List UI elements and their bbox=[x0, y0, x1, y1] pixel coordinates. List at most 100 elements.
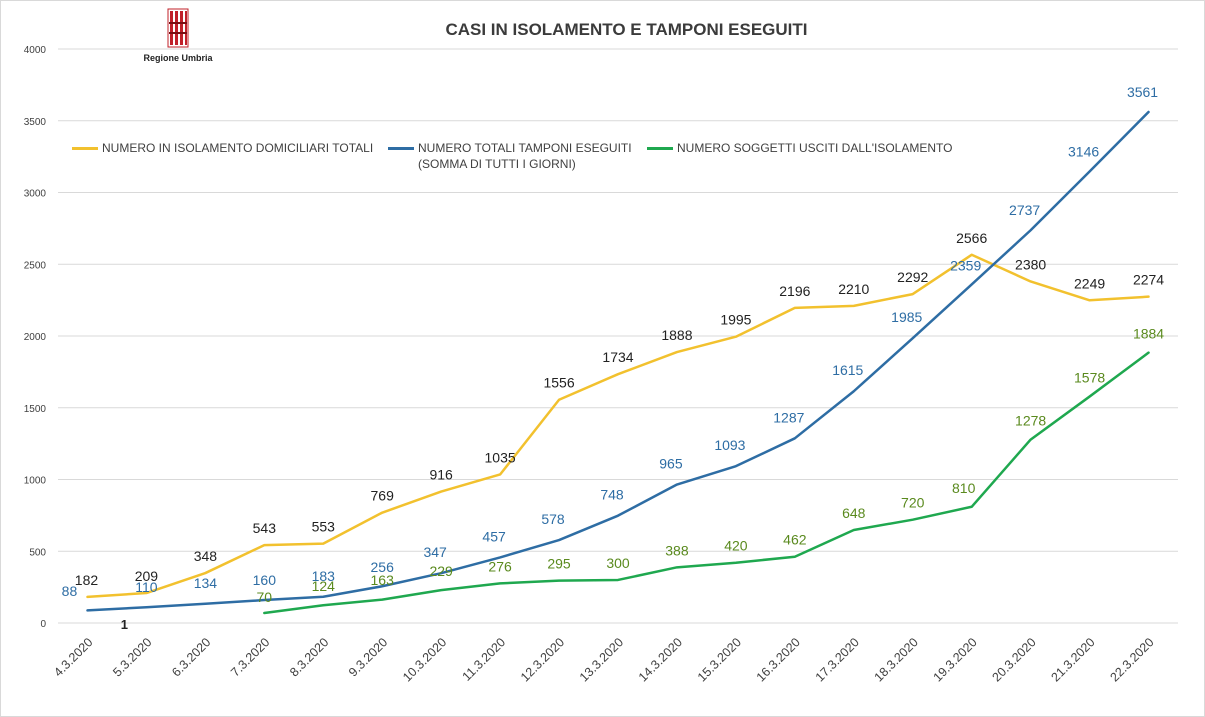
y-tick-label: 1500 bbox=[24, 404, 47, 415]
logo: Regione Umbria bbox=[138, 8, 218, 63]
series-line-0 bbox=[86, 253, 1150, 599]
legend-label-line2: (SOMMA DI TUTTI I GIORNI) bbox=[418, 157, 576, 171]
data-label: 2196 bbox=[779, 283, 810, 299]
data-label: 2210 bbox=[838, 281, 869, 297]
y-tick-label: 3500 bbox=[24, 117, 47, 128]
data-label: 209 bbox=[135, 568, 159, 584]
data-label: 1734 bbox=[602, 349, 633, 365]
regione-umbria-crest-icon bbox=[167, 8, 189, 48]
series-line-1 bbox=[86, 110, 1150, 612]
data-label: 1556 bbox=[543, 375, 574, 391]
data-label: 347 bbox=[423, 544, 447, 560]
y-tick-label: 500 bbox=[29, 547, 46, 558]
data-label: 110 bbox=[135, 579, 158, 595]
data-label: 1615 bbox=[832, 362, 863, 378]
y-tick-label: 3000 bbox=[24, 189, 47, 200]
x-tick-label: 5.3.2020 bbox=[110, 635, 154, 679]
y-tick-label: 0 bbox=[40, 619, 46, 630]
data-label: 543 bbox=[253, 520, 277, 536]
data-label: 276 bbox=[488, 558, 512, 574]
data-label: 810 bbox=[952, 480, 976, 496]
data-label: 2292 bbox=[897, 269, 928, 285]
y-tick-label: 4000 bbox=[24, 45, 47, 56]
x-tick-label: 6.3.2020 bbox=[169, 635, 213, 679]
data-label: 1278 bbox=[1015, 413, 1046, 429]
data-label: 134 bbox=[194, 575, 218, 591]
x-tick-label: 21.3.2020 bbox=[1048, 635, 1097, 684]
x-tick-label: 9.3.2020 bbox=[346, 635, 390, 679]
x-tick-label: 22.3.2020 bbox=[1107, 635, 1156, 684]
data-label: 1884 bbox=[1133, 326, 1164, 342]
data-label: 229 bbox=[429, 563, 453, 579]
data-label: 182 bbox=[75, 572, 99, 588]
legend-item-isolamento: NUMERO IN ISOLAMENTO DOMICILIARI TOTALI bbox=[72, 140, 373, 156]
legend-item-usciti: NUMERO SOGGETTI USCITI DALL'ISOLAMENTO bbox=[647, 140, 952, 156]
data-label: 295 bbox=[547, 556, 571, 572]
x-tick-label: 15.3.2020 bbox=[695, 635, 744, 684]
data-label: 553 bbox=[312, 519, 336, 535]
data-label: 2566 bbox=[956, 230, 987, 246]
data-label: 88 bbox=[62, 583, 78, 599]
y-tick-label: 2000 bbox=[24, 332, 47, 343]
data-label: 3561 bbox=[1127, 84, 1158, 100]
data-label: 720 bbox=[901, 495, 925, 511]
data-label: 3146 bbox=[1068, 144, 1099, 160]
x-tick-label: 7.3.2020 bbox=[228, 635, 272, 679]
y-tick-label: 1000 bbox=[24, 476, 47, 487]
data-label: 2737 bbox=[1009, 202, 1040, 218]
annotation-label: 1 bbox=[121, 617, 128, 632]
data-label: 2249 bbox=[1074, 275, 1105, 291]
data-label: 916 bbox=[429, 467, 453, 483]
x-tick-label: 17.3.2020 bbox=[813, 635, 862, 684]
data-label: 300 bbox=[606, 555, 630, 571]
x-tick-label: 13.3.2020 bbox=[577, 635, 626, 684]
data-label: 1985 bbox=[891, 309, 922, 325]
y-tick-label: 2500 bbox=[24, 260, 47, 271]
x-tick-label: 11.3.2020 bbox=[460, 635, 509, 684]
legend-swatch-blue bbox=[388, 147, 414, 150]
data-label: 1093 bbox=[714, 437, 745, 453]
data-label: 2380 bbox=[1015, 256, 1046, 272]
x-tick-label: 19.3.2020 bbox=[931, 635, 980, 684]
data-label: 160 bbox=[253, 572, 277, 588]
legend-swatch-yellow bbox=[72, 147, 98, 150]
data-label: 769 bbox=[371, 488, 395, 504]
data-label: 70 bbox=[257, 589, 273, 605]
data-label: 388 bbox=[665, 542, 689, 558]
x-tick-label: 16.3.2020 bbox=[754, 635, 803, 684]
legend-label: NUMERO SOGGETTI USCITI DALL'ISOLAMENTO bbox=[677, 141, 953, 155]
x-tick-label: 8.3.2020 bbox=[287, 635, 331, 679]
data-label: 1287 bbox=[773, 409, 804, 425]
x-tick-label: 12.3.2020 bbox=[518, 635, 567, 684]
data-label: 1995 bbox=[720, 312, 751, 328]
legend-item-tamponi: NUMERO TOTALI TAMPONI ESEGUITI (SOMMA DI… bbox=[388, 140, 632, 172]
x-tick-label: 20.3.2020 bbox=[990, 635, 1039, 684]
data-label: 124 bbox=[312, 578, 336, 594]
x-tick-label: 4.3.2020 bbox=[51, 635, 95, 679]
data-label: 420 bbox=[724, 538, 748, 554]
data-label: 163 bbox=[371, 572, 395, 588]
data-label: 748 bbox=[600, 487, 624, 503]
logo-label: Regione Umbria bbox=[143, 53, 213, 63]
legend-swatch-green bbox=[647, 147, 673, 150]
legend-label: NUMERO IN ISOLAMENTO DOMICILIARI TOTALI bbox=[102, 141, 374, 155]
chart-title: CASI IN ISOLAMENTO E TAMPONI ESEGUITI bbox=[445, 20, 808, 39]
data-label: 256 bbox=[371, 559, 395, 575]
data-label: 1035 bbox=[485, 449, 516, 465]
x-tick-label: 10.3.2020 bbox=[400, 635, 449, 684]
data-label: 348 bbox=[194, 548, 218, 564]
data-label: 965 bbox=[659, 456, 683, 472]
data-label: 1888 bbox=[661, 327, 692, 343]
data-label: 2274 bbox=[1133, 272, 1164, 288]
data-label: 183 bbox=[312, 568, 336, 584]
x-tick-label: 14.3.2020 bbox=[636, 635, 685, 684]
data-label: 1578 bbox=[1074, 370, 1105, 386]
series-line-2 bbox=[263, 351, 1150, 615]
x-tick-label: 18.3.2020 bbox=[872, 635, 921, 684]
data-label: 648 bbox=[842, 505, 866, 521]
legend-label: NUMERO TOTALI TAMPONI ESEGUITI bbox=[418, 141, 632, 155]
data-label: 462 bbox=[783, 532, 807, 548]
data-label: 457 bbox=[482, 528, 506, 544]
data-label: 578 bbox=[541, 511, 565, 527]
